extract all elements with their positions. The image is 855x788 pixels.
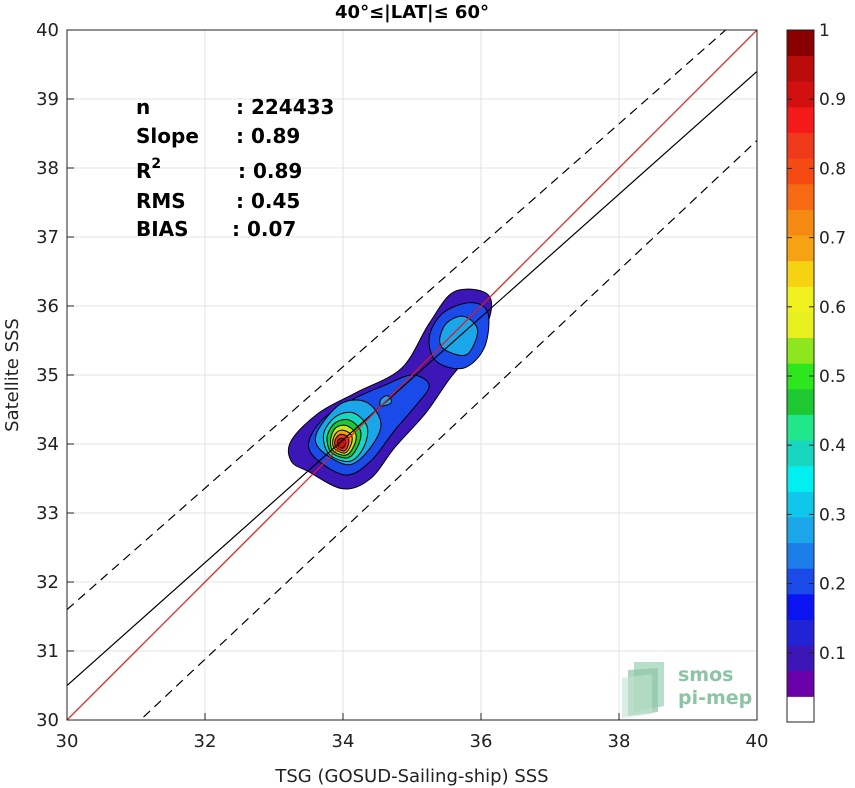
colorbar-segment: [787, 440, 814, 467]
colorbar-segment: [787, 235, 814, 262]
y-tick-label: 33: [36, 503, 59, 524]
stat-bias-value: : 0.07: [232, 217, 296, 241]
regression-line: [67, 70, 757, 686]
y-tick-label: 39: [36, 89, 59, 110]
x-tick-label: 30: [56, 731, 79, 752]
stats-box: n : 224433 Slope : 0.89 R2 : 0.89 RMS : …: [136, 95, 334, 241]
stat-r2-superscript: 2: [151, 156, 161, 172]
colorbar-tick-label: 0.8: [819, 159, 846, 179]
stat-slope-label: Slope: [136, 124, 199, 148]
colorbar-tick-label: 0.9: [819, 90, 846, 110]
y-tick-label: 36: [36, 296, 59, 317]
colorbar-segment: [787, 491, 814, 518]
colorbar-segment: [787, 670, 814, 697]
x-axis: 30 32 34 36 38 40: [56, 713, 769, 752]
colorbar-tick-label: 1: [819, 21, 830, 41]
y-tick-label: 37: [36, 227, 59, 248]
y-tick-label: 35: [36, 365, 59, 386]
smos-pi-mep-logo: smos pi-mep: [622, 662, 752, 718]
y-axis: 30 31 32 33 34 35 36 37 38 39 40: [36, 20, 74, 731]
x-tick-label: 36: [470, 731, 493, 752]
chart-title: 40°≤|LAT|≤ 60°: [335, 2, 489, 23]
stat-r2-base: R: [136, 159, 151, 183]
colorbar-segment: [787, 619, 814, 646]
colorbar-tick-label: 0.5: [819, 367, 846, 387]
y-axis-label: Satellite SSS: [2, 318, 23, 432]
logo-text-line1: smos: [678, 664, 733, 686]
colorbar-segment: [787, 286, 814, 313]
colorbar-segment: [787, 106, 814, 134]
colorbar-tick-label: 0.3: [819, 505, 846, 525]
colorbar-segment: [787, 209, 814, 236]
x-axis-label: TSG (GOSUD-Sailing-ship) SSS: [274, 766, 548, 787]
colorbar-segment: [787, 414, 814, 441]
y-tick-label: 34: [36, 434, 59, 455]
stat-slope-value: : 0.89: [236, 124, 300, 148]
y-tick-label: 30: [36, 710, 59, 731]
colorbar-segment: [787, 465, 814, 492]
colorbar-segment: [787, 183, 814, 210]
identity-line: [67, 30, 757, 720]
colorbar-segment: [787, 30, 814, 57]
colorbar-segment: [787, 593, 814, 620]
x-tick-label: 34: [332, 731, 355, 752]
grid: [66, 29, 758, 721]
y-tick-label: 31: [36, 641, 59, 662]
stat-n-label: n: [136, 95, 150, 119]
colorbar-tick-label: 0.6: [819, 298, 846, 318]
colorbar-segment: [787, 645, 814, 672]
colorbar-segment: [787, 311, 814, 339]
colorbar-segment: [787, 337, 814, 364]
stat-rms-label: RMS: [136, 189, 186, 213]
colorbar-segment: [787, 696, 814, 723]
colorbar-segment: [787, 132, 814, 159]
stat-bias-label: BIAS: [136, 217, 189, 241]
stat-r2-label: R2: [136, 156, 161, 183]
colorbar-segment: [787, 568, 814, 595]
colorbar-tick-label: 0.1: [819, 644, 846, 664]
upper-bound-dashed-line: [67, 30, 727, 611]
colorbar-segment: [787, 260, 814, 287]
colorbar-segment: [787, 388, 814, 415]
y-tick-label: 40: [36, 20, 59, 41]
logo-text-line2: pi-mep: [678, 687, 752, 709]
colorbar-segment: [787, 55, 814, 82]
colorbar-segment: [787, 516, 814, 544]
stat-rms-value: : 0.45: [236, 189, 300, 213]
colorbar-tick-label: 0.4: [819, 436, 846, 456]
y-tick-label: 38: [36, 158, 59, 179]
colorbar-segment: [787, 158, 814, 185]
y-tick-label: 32: [36, 572, 59, 593]
reference-lines: [67, 30, 757, 720]
colorbar-tick-label: 0.2: [819, 575, 846, 595]
colorbar: 0.1 0.2 0.3 0.4 0.5 0.6 0.7 0.8 0.9 1: [786, 21, 846, 723]
stat-r2-value: : 0.89: [238, 159, 302, 183]
colorbar-segment: [787, 542, 814, 569]
x-tick-label: 32: [194, 731, 217, 752]
x-tick-label: 38: [608, 731, 631, 752]
colorbar-segment: [787, 81, 814, 108]
colorbar-tick-label: 0.7: [819, 229, 846, 249]
x-tick-label: 40: [746, 731, 769, 752]
stat-n-value: : 224433: [236, 95, 334, 119]
lower-bound-dashed-line: [139, 139, 757, 720]
